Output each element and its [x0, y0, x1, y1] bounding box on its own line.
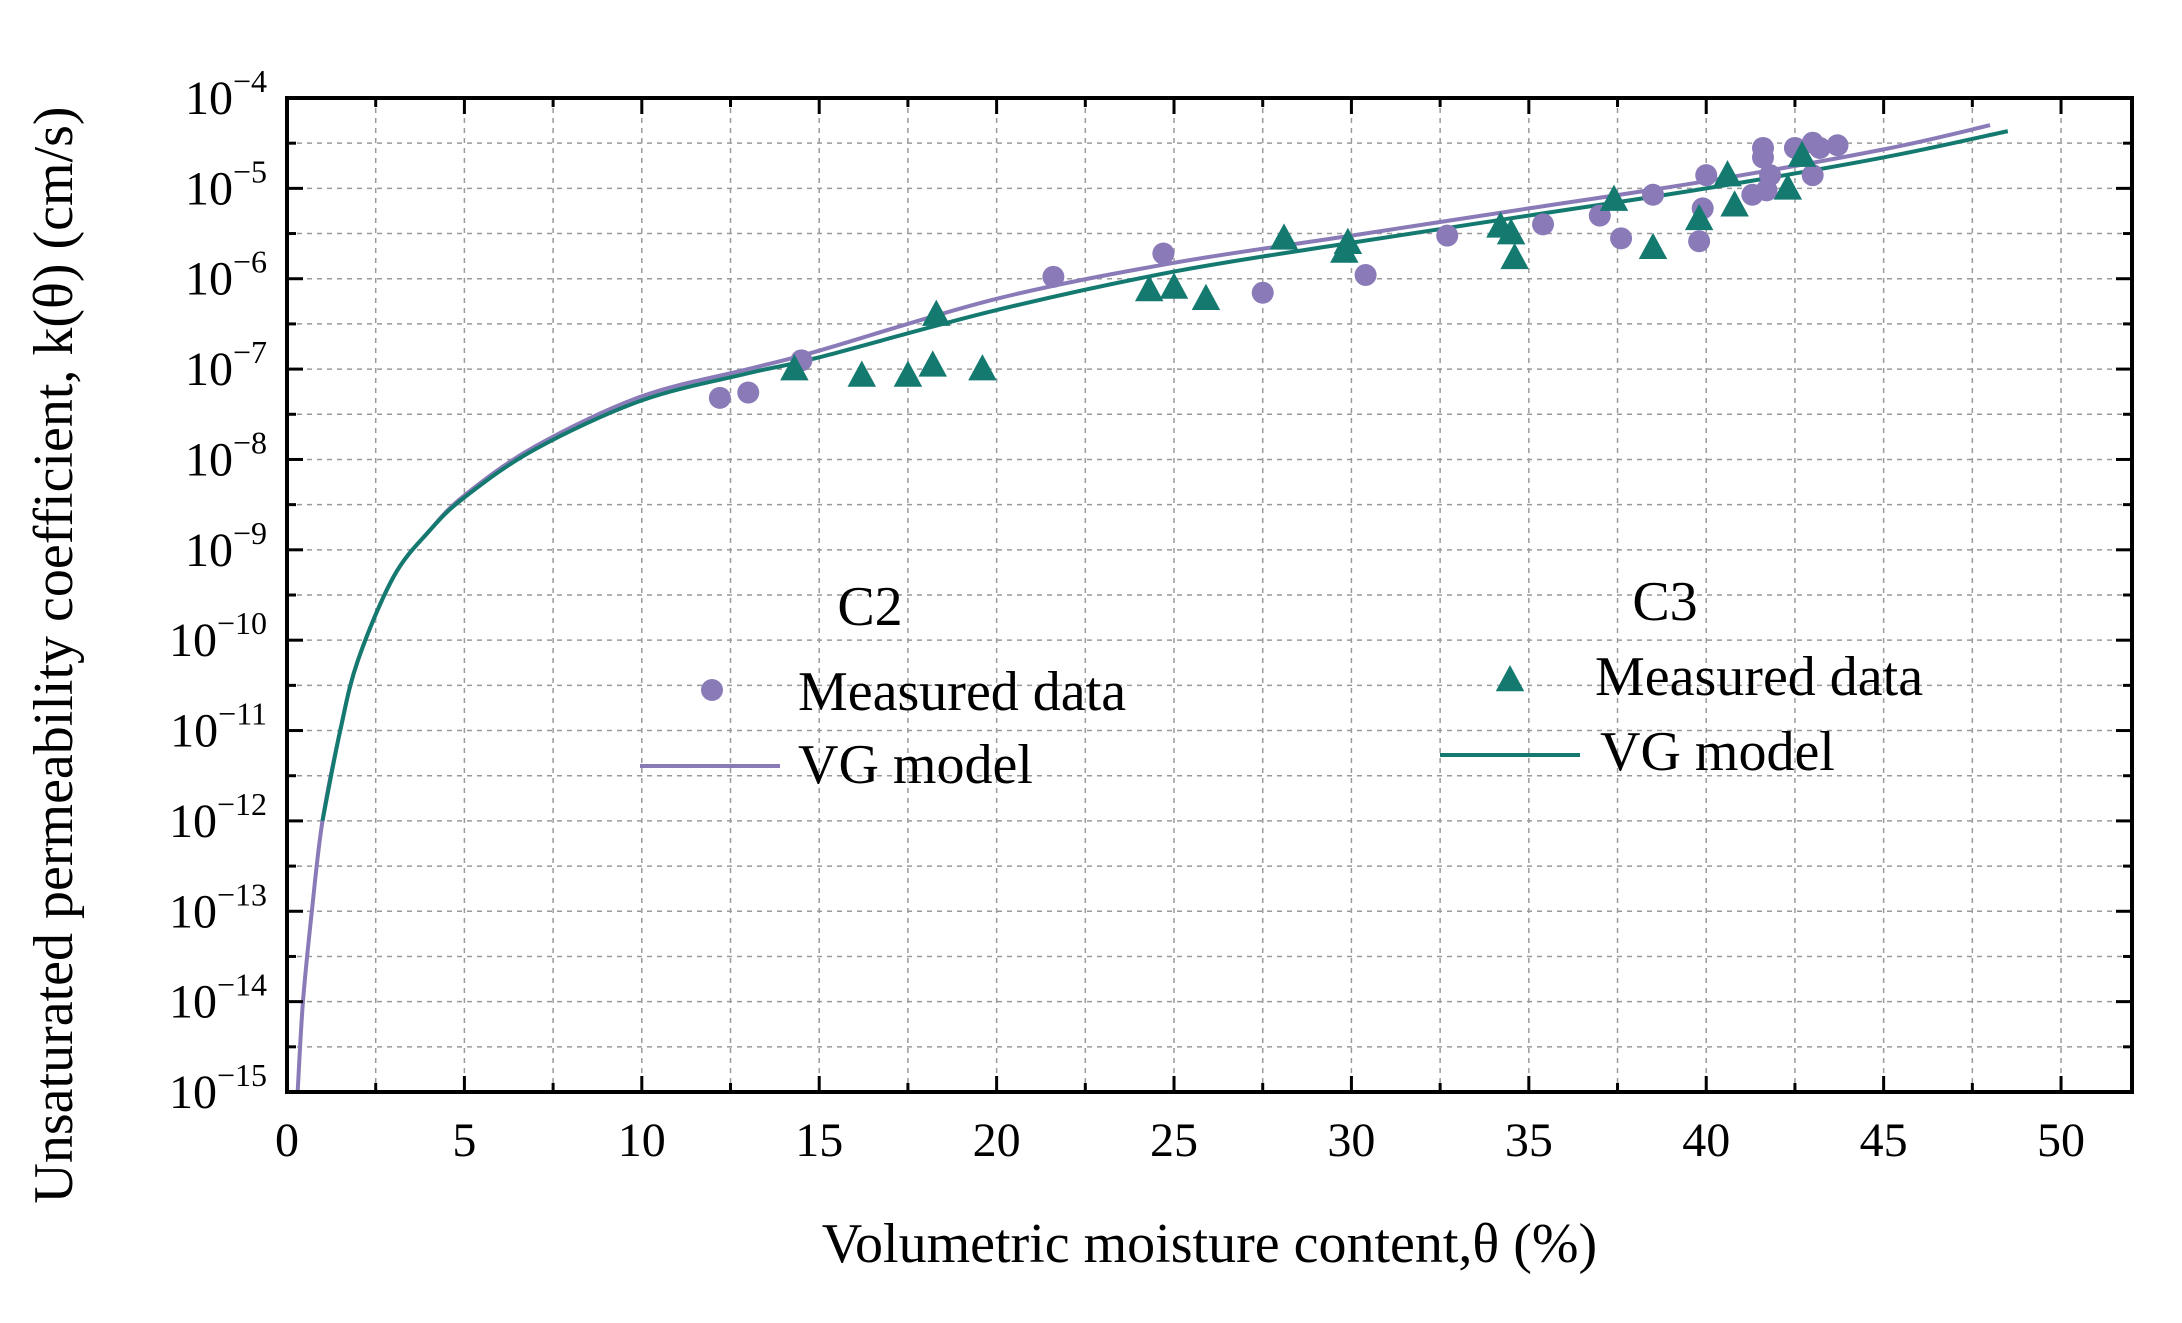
- x-tick-label: 30: [1327, 1114, 1375, 1167]
- data-point-triangle: [1638, 232, 1668, 260]
- data-point-triangle: [1333, 227, 1363, 255]
- x-tick-label: 20: [973, 1114, 1021, 1167]
- data-point-triangle: [1496, 218, 1526, 245]
- data-point-circle: [1642, 183, 1665, 206]
- data-point-circle: [1042, 265, 1065, 288]
- data-point-triangle: [1134, 275, 1164, 302]
- legend-model-label: VG model: [1600, 721, 1835, 783]
- x-axis-title: Volumetric moisture content,θ (%): [822, 1213, 1597, 1275]
- data-point-circle: [1801, 164, 1824, 187]
- x-tick-label: 40: [1682, 1114, 1730, 1167]
- data-point-triangle: [1599, 184, 1629, 211]
- data-point-circle: [1808, 136, 1831, 159]
- y-tick-label: 10−15: [169, 1057, 267, 1119]
- series-layer: [295, 123, 2009, 1093]
- x-tick-label: 0: [275, 1114, 299, 1167]
- data-point-triangle: [893, 360, 923, 387]
- tick-label-layer: 0 5 10 15 20 25 30 35 40 45 50 10−15 10−14 10−13 10−12…: [169, 63, 2085, 1167]
- legend-measured-label: Measured data: [1595, 646, 1923, 708]
- data-point-triangle: [1159, 272, 1189, 299]
- y-tick-label: 10−11: [170, 696, 267, 758]
- y-tick-label: 10−6: [185, 244, 267, 306]
- y-tick-label: 10−8: [185, 424, 267, 486]
- legend-marker-triangle: [1495, 665, 1525, 692]
- data-point-triangle: [780, 354, 809, 381]
- data-point-circle: [737, 381, 760, 404]
- data-point-circle: [1826, 134, 1849, 157]
- legend-group-header: C3: [1632, 571, 1697, 633]
- y-tick-label: 10−7: [185, 334, 267, 396]
- x-tick-label: 50: [2037, 1114, 2085, 1167]
- y-tick-label: 10−14: [169, 967, 267, 1029]
- data-point-triangle: [1787, 140, 1817, 167]
- data-point-circle: [1695, 164, 1718, 187]
- y-axis-title: Unsaturated permeability coefficient, k(…: [23, 106, 85, 1203]
- legend-model-label: VG model: [798, 734, 1033, 796]
- tick-layer: [285, 96, 2132, 1094]
- x-tick-label: 10: [618, 1114, 666, 1167]
- data-point-circle: [1759, 164, 1782, 187]
- data-point-triangle: [922, 299, 951, 326]
- x-tick-label: 25: [1150, 1114, 1198, 1167]
- legend-layer: C2 Measured data VG model C3 Measured data VG…: [640, 571, 1923, 796]
- data-point-circle: [708, 386, 731, 409]
- y-tick-label: 10−10: [169, 605, 267, 667]
- y-tick-label: 10−12: [169, 786, 267, 848]
- data-point-triangle: [918, 350, 947, 377]
- data-point-circle: [1532, 213, 1555, 236]
- data-point-triangle: [1684, 203, 1714, 231]
- data-point-circle: [1354, 263, 1377, 286]
- y-tick-label: 10−9: [185, 515, 267, 577]
- data-point-circle: [1251, 281, 1274, 304]
- data-point-circle: [1152, 242, 1175, 265]
- data-point-circle: [1688, 230, 1711, 253]
- data-point-triangle: [968, 354, 997, 381]
- grid-layer: [287, 98, 2132, 1092]
- x-tick-label: 35: [1505, 1114, 1553, 1167]
- data-point-triangle: [1500, 242, 1529, 270]
- data-point-circle: [1610, 227, 1633, 250]
- data-point-triangle: [1773, 173, 1803, 200]
- y-tick-label: 10−13: [169, 876, 267, 938]
- y-tick-label: 10−4: [185, 63, 267, 125]
- x-tick-label: 45: [1860, 1114, 1908, 1167]
- legend-marker-circle: [701, 679, 723, 701]
- legend-group-header: C2: [837, 576, 902, 638]
- data-point-triangle: [1713, 160, 1742, 187]
- data-point-circle: [1436, 224, 1459, 247]
- y-tick-label: 10−5: [185, 153, 267, 215]
- legend-measured-label: Measured data: [798, 661, 1126, 723]
- data-point-triangle: [1269, 223, 1299, 250]
- data-point-triangle: [847, 360, 877, 387]
- x-tick-label: 5: [452, 1114, 476, 1167]
- data-point-triangle: [1191, 283, 1221, 311]
- data-point-circle: [1752, 136, 1774, 159]
- x-tick-label: 15: [795, 1114, 843, 1167]
- data-point-triangle: [1720, 190, 1749, 217]
